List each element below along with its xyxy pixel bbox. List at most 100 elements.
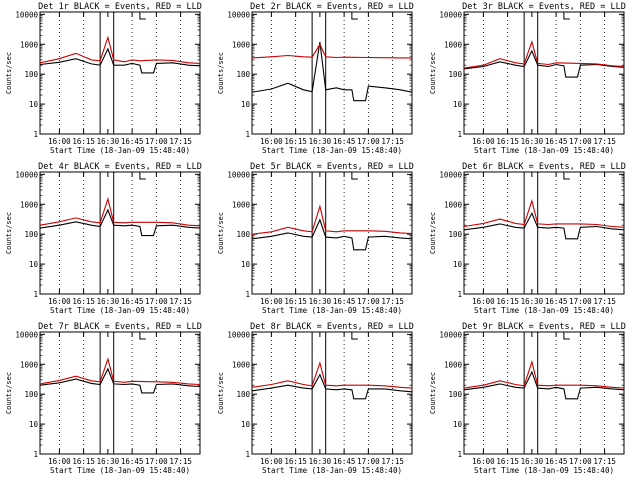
y-tick-label: 10000: [227, 170, 250, 179]
y-tick-label: 1: [457, 290, 462, 299]
y-tick-label: 10000: [439, 330, 462, 339]
series-line-events: [252, 218, 412, 251]
plot-title: Det 8r BLACK = Events, RED = LLD: [250, 322, 414, 332]
x-tick-label: 16:30: [309, 457, 332, 466]
x-tick-label: 16:00: [260, 137, 283, 146]
y-tick-label: 1000: [20, 360, 39, 369]
detector-plot-2: Det 2r BLACK = Events, RED = LLD 1 10 100 10…: [217, 2, 414, 155]
plot-frame: [251, 331, 413, 455]
series-line-events: [252, 373, 412, 400]
x-tick-label: 16:45: [333, 137, 356, 146]
plot-title: Det 2r BLACK = Events, RED = LLD: [250, 2, 414, 12]
plot-title: Det 5r BLACK = Events, RED = LLD: [250, 162, 414, 172]
y-tick-label: 1: [457, 130, 462, 139]
x-tick-label: 17:00: [569, 297, 592, 306]
series-line-lld: [40, 35, 200, 64]
y-tick-label: 10000: [15, 330, 38, 339]
series-line-events: [40, 47, 200, 74]
x-tick-label: 16:45: [121, 297, 144, 306]
y-tick-label: 1: [245, 130, 250, 139]
x-tick-label: 17:00: [357, 297, 380, 306]
series-line-lld: [40, 357, 200, 386]
y-tick-label: 100: [24, 230, 38, 239]
x-tick-label: 17:15: [169, 137, 192, 146]
y-tick-label: 10: [453, 260, 463, 269]
y-tick-label: 1000: [20, 40, 39, 49]
y-axis-label: Counts/sec: [429, 372, 437, 414]
x-tick-label: 16:45: [333, 297, 356, 306]
corner-bracket-mark: [563, 12, 570, 20]
x-tick-label: 16:15: [72, 297, 95, 306]
corner-bracket-mark: [563, 332, 570, 340]
y-tick-label: 10: [29, 100, 39, 109]
series-line-events: [464, 212, 624, 240]
y-tick-label: 100: [236, 230, 250, 239]
y-tick-label: 10: [453, 100, 463, 109]
detector-plot-9: Det 9r BLACK = Events, RED = LLD 1 10 100 10…: [429, 322, 626, 475]
y-axis-label: Counts/sec: [429, 212, 437, 254]
x-axis-label: Start Time (18-Jan-09 15:48:40): [474, 306, 614, 315]
detector-plot-7: Det 7r BLACK = Events, RED = LLD 1 10 100 10…: [5, 322, 202, 475]
detector-plot-4: Det 4r BLACK = Events, RED = LLD 1 10 100 10…: [5, 162, 202, 315]
detector-plot-1: Det 1r BLACK = Events, RED = LLD 1 10 100 10…: [5, 2, 202, 155]
x-axis-label: Start Time (18-Jan-09 15:48:40): [50, 146, 190, 155]
x-tick-label: 17:00: [145, 137, 168, 146]
y-tick-label: 1: [33, 290, 38, 299]
x-tick-label: 16:00: [260, 457, 283, 466]
y-tick-label: 100: [448, 390, 462, 399]
plot-frame: [39, 11, 201, 135]
plot-frame: [463, 11, 625, 135]
series-line-lld: [252, 43, 412, 59]
y-tick-label: 10000: [15, 170, 38, 179]
y-axis-label: Counts/sec: [217, 372, 225, 414]
x-tick-label: 16:30: [521, 137, 544, 146]
plot-title: Det 1r BLACK = Events, RED = LLD: [38, 2, 202, 12]
series-line-events: [40, 208, 200, 237]
y-axis-label: Counts/sec: [217, 52, 225, 94]
x-tick-label: 16:15: [496, 457, 519, 466]
y-axis-label: Counts/sec: [429, 52, 437, 94]
series-line-lld: [464, 198, 624, 228]
y-tick-label: 1000: [20, 200, 39, 209]
x-tick-label: 16:00: [48, 457, 71, 466]
y-tick-label: 10000: [227, 10, 250, 19]
y-tick-label: 10: [453, 420, 463, 429]
y-tick-label: 1: [245, 290, 250, 299]
corner-bracket-mark: [563, 172, 570, 180]
x-tick-label: 17:15: [593, 297, 616, 306]
x-tick-label: 16:15: [496, 137, 519, 146]
x-tick-label: 16:45: [545, 457, 568, 466]
y-tick-label: 1000: [232, 200, 251, 209]
x-axis-label: Start Time (18-Jan-09 15:48:40): [262, 306, 402, 315]
x-tick-label: 17:15: [381, 457, 404, 466]
y-tick-label: 100: [24, 70, 38, 79]
x-axis-label: Start Time (18-Jan-09 15:48:40): [50, 466, 190, 475]
detector-plot-3: Det 3r BLACK = Events, RED = LLD 1 10 100 10…: [429, 2, 626, 155]
y-tick-label: 10: [241, 420, 251, 429]
detector-plot-5: Det 5r BLACK = Events, RED = LLD 1 10 100 10…: [217, 162, 414, 315]
series-line-lld: [252, 204, 412, 235]
y-tick-label: 10: [241, 100, 251, 109]
y-tick-label: 10000: [227, 330, 250, 339]
y-axis-label: Counts/sec: [217, 212, 225, 254]
y-tick-label: 10: [29, 260, 39, 269]
x-tick-label: 16:30: [97, 137, 120, 146]
x-tick-label: 17:00: [357, 457, 380, 466]
y-tick-label: 1: [33, 130, 38, 139]
x-tick-label: 17:15: [593, 457, 616, 466]
corner-bracket-mark: [351, 332, 358, 340]
corner-bracket-mark: [139, 172, 146, 180]
plot-title: Det 3r BLACK = Events, RED = LLD: [462, 2, 626, 12]
detector-plot-6: Det 6r BLACK = Events, RED = LLD 1 10 100 10…: [429, 162, 626, 315]
y-tick-label: 100: [448, 230, 462, 239]
corner-bracket-mark: [139, 332, 146, 340]
corner-bracket-mark: [139, 12, 146, 20]
x-tick-label: 16:30: [97, 457, 120, 466]
x-axis-label: Start Time (18-Jan-09 15:48:40): [262, 466, 402, 475]
plot-title: Det 6r BLACK = Events, RED = LLD: [462, 162, 626, 172]
y-tick-label: 1000: [444, 40, 463, 49]
y-tick-label: 1000: [444, 360, 463, 369]
detector-plot-8: Det 8r BLACK = Events, RED = LLD 1 10 100 10…: [217, 322, 414, 475]
y-axis-label: Counts/sec: [5, 212, 13, 254]
